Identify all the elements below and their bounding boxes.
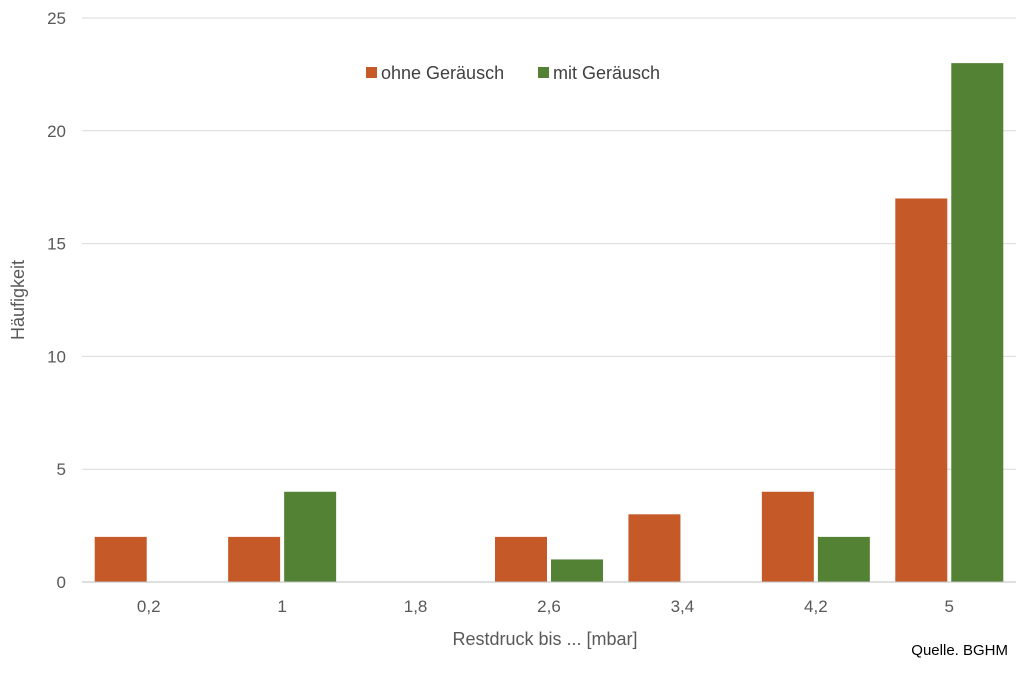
y-tick-label: 20	[47, 122, 66, 141]
y-tick-label: 5	[57, 460, 66, 479]
source-note: Quelle. BGHM	[911, 642, 1008, 659]
bar	[228, 536, 281, 582]
bar	[94, 536, 147, 582]
x-tick-label: 5	[945, 597, 954, 616]
bars	[94, 63, 1004, 583]
x-tick-label: 0,2	[137, 597, 161, 616]
y-tick-label: 0	[57, 573, 66, 592]
x-tick-label: 2,6	[537, 597, 561, 616]
x-axis-title: Restdruck bis ... [mbar]	[452, 629, 637, 649]
x-tick-label: 3,4	[671, 597, 695, 616]
y-axis-title: Häufigkeit	[8, 260, 28, 340]
bar	[761, 491, 814, 582]
x-tick-label: 1	[277, 597, 286, 616]
legend: ohne Geräusch mit Geräusch	[366, 63, 660, 83]
bar	[628, 514, 681, 582]
bar	[817, 536, 870, 582]
x-tick-label: 1,8	[404, 597, 428, 616]
legend-swatch	[366, 67, 377, 78]
y-tick-label: 15	[47, 235, 66, 254]
x-axis-ticks: 0,2 1 1,8 2,6 3,4 4,2 5	[137, 597, 954, 616]
y-tick-label: 25	[47, 9, 66, 28]
y-tick-label: 10	[47, 347, 66, 366]
bar	[951, 63, 1004, 583]
x-tick-label: 4,2	[804, 597, 828, 616]
bar	[284, 491, 337, 582]
legend-label: mit Geräusch	[553, 63, 660, 83]
gridlines	[82, 17, 1016, 470]
legend-label: ohne Geräusch	[381, 63, 504, 83]
y-axis-ticks: 0 5 10 15 20 25	[47, 9, 66, 592]
bar	[895, 198, 948, 583]
bar	[551, 559, 603, 582]
legend-swatch	[538, 67, 549, 78]
bar	[495, 536, 547, 582]
